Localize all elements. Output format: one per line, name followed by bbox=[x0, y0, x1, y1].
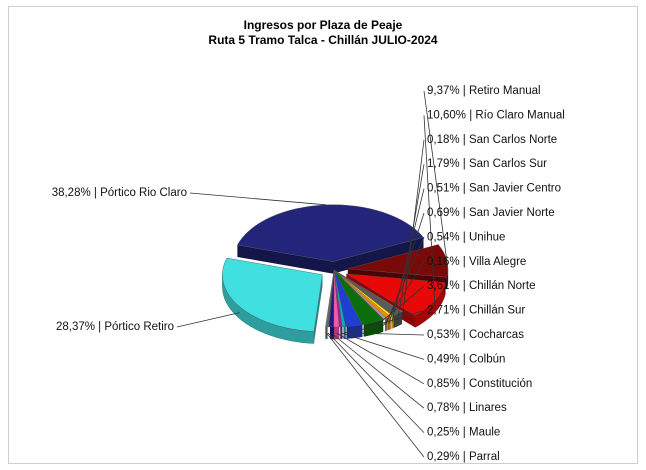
slice-label-1: 9,37% | Retiro Manual bbox=[427, 85, 541, 97]
pie-slices bbox=[222, 204, 449, 332]
leader-lines bbox=[176, 90, 448, 458]
leader-line-2 bbox=[423, 115, 436, 307]
slice-label-3: 0,18% | San Carlos Norte bbox=[427, 134, 557, 146]
chart-title: Ingresos por Plaza de Peaje bbox=[244, 18, 403, 32]
slice-label-7: 0,54% | Unihue bbox=[427, 231, 505, 243]
slice-label-12: 0,49% | Colbún bbox=[427, 353, 505, 365]
chart-subtitle: Ruta 5 Tramo Talca - Chillán JULIO-2024 bbox=[208, 33, 438, 47]
slice-label-6: 0,69% | San Javier Norte bbox=[427, 207, 555, 219]
pie-chart: Ingresos por Plaza de Peaje Ruta 5 Tramo… bbox=[52, 18, 565, 463]
leader-line-5 bbox=[391, 188, 425, 323]
slice-label-9: 3,61% | Chillán Norte bbox=[427, 280, 535, 292]
slice-label-11: 0,53% | Cocharcas bbox=[427, 329, 524, 341]
leader-line-11 bbox=[343, 332, 425, 336]
leader-line-14 bbox=[331, 332, 425, 409]
slice-label-10: 2,71% | Chillán Sur bbox=[427, 305, 525, 317]
slice-label-13: 0,85% | Constitución bbox=[427, 378, 532, 390]
slice-label-17: 28,37% | Pórtico Retiro bbox=[56, 321, 174, 333]
leader-line-1 bbox=[423, 90, 448, 261]
pie-face-0-0 bbox=[237, 244, 333, 274]
leader-line-8 bbox=[383, 261, 425, 326]
pie-slice-p-rtico-retiro bbox=[222, 257, 323, 332]
leader-line-0 bbox=[189, 192, 326, 206]
slice-label-4: 1,79% | San Carlos Sur bbox=[427, 158, 547, 170]
leader-line-12 bbox=[340, 332, 425, 360]
pie-slice-parral bbox=[325, 269, 335, 328]
leader-line-17 bbox=[176, 312, 240, 328]
leader-line-16 bbox=[326, 332, 425, 458]
slice-label-0: 38,28% | Pórtico Rio Claro bbox=[52, 187, 187, 199]
leader-line-10 bbox=[353, 310, 425, 333]
leader-line-9 bbox=[372, 285, 425, 329]
slice-labels: 38,28% | Pórtico Rio Claro 9,37% | Retiro… bbox=[52, 85, 565, 463]
leader-line-7 bbox=[385, 237, 425, 326]
chart-frame: Ingresos por Plaza de Peaje Ruta 5 Tramo… bbox=[8, 6, 638, 464]
slice-label-15: 0,25% | Maule bbox=[427, 427, 500, 439]
slice-label-5: 0,51% | San Javier Centro bbox=[427, 183, 561, 195]
slice-label-8: 0,16% | Villa Alegre bbox=[427, 256, 526, 268]
slice-label-2: 10,60% | Río Claro Manual bbox=[427, 109, 565, 121]
slice-label-14: 0,78% | Linares bbox=[427, 402, 507, 414]
slice-label-16: 0,29% | Parral bbox=[427, 451, 500, 463]
pie-face-0-1 bbox=[333, 237, 424, 274]
leader-line-15 bbox=[327, 332, 425, 433]
leader-line-6 bbox=[388, 212, 425, 324]
leader-line-13 bbox=[336, 332, 425, 385]
pie-face-17-0 bbox=[313, 274, 323, 344]
